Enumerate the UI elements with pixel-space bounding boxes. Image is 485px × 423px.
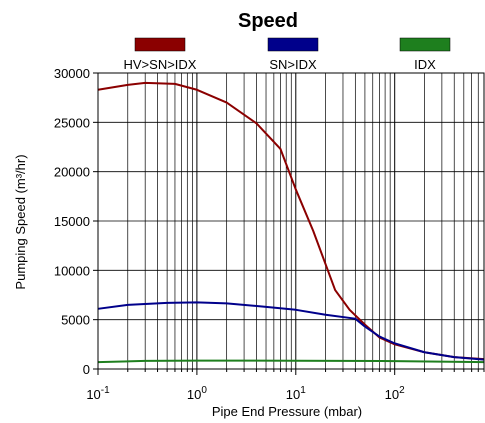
- chart-title: Speed: [238, 10, 298, 32]
- y-tick-label: 15000: [54, 214, 90, 229]
- series-line-sn-idx: [97, 301, 485, 361]
- legend-swatch: [267, 37, 319, 52]
- legend-swatch: [134, 37, 186, 52]
- x-tick-label: 101: [286, 385, 306, 402]
- series-line-idx: [97, 359, 485, 364]
- y-tick-label: 5000: [61, 313, 90, 328]
- y-tick-label: 20000: [54, 165, 90, 180]
- legend-swatch: [399, 37, 451, 52]
- x-axis-ticks: 10-1 100 101 102: [86, 369, 485, 402]
- y-tick-label: 30000: [54, 66, 90, 81]
- y-tick-label: 10000: [54, 263, 90, 278]
- legend-label: IDX: [414, 57, 436, 72]
- series-layer: [97, 81, 485, 364]
- x-axis-label: Pipe End Pressure (mbar): [212, 404, 362, 419]
- y-tick-label: 25000: [54, 115, 90, 130]
- legend: HV>SN>IDX SN>IDX IDX: [124, 37, 451, 72]
- y-tick-label: 0: [83, 362, 90, 377]
- x-tick-label: 100: [187, 385, 207, 402]
- x-tick-label: 10-1: [86, 385, 110, 402]
- x-tick-label: 102: [385, 385, 405, 402]
- y-axis-ticks: 0 5000 10000 15000 20000 25000 30000: [54, 66, 98, 377]
- y-axis-label: Pumping Speed (m³/hr): [13, 154, 28, 289]
- legend-label: SN>IDX: [269, 57, 317, 72]
- grid: [98, 73, 484, 369]
- legend-label: HV>SN>IDX: [124, 57, 197, 72]
